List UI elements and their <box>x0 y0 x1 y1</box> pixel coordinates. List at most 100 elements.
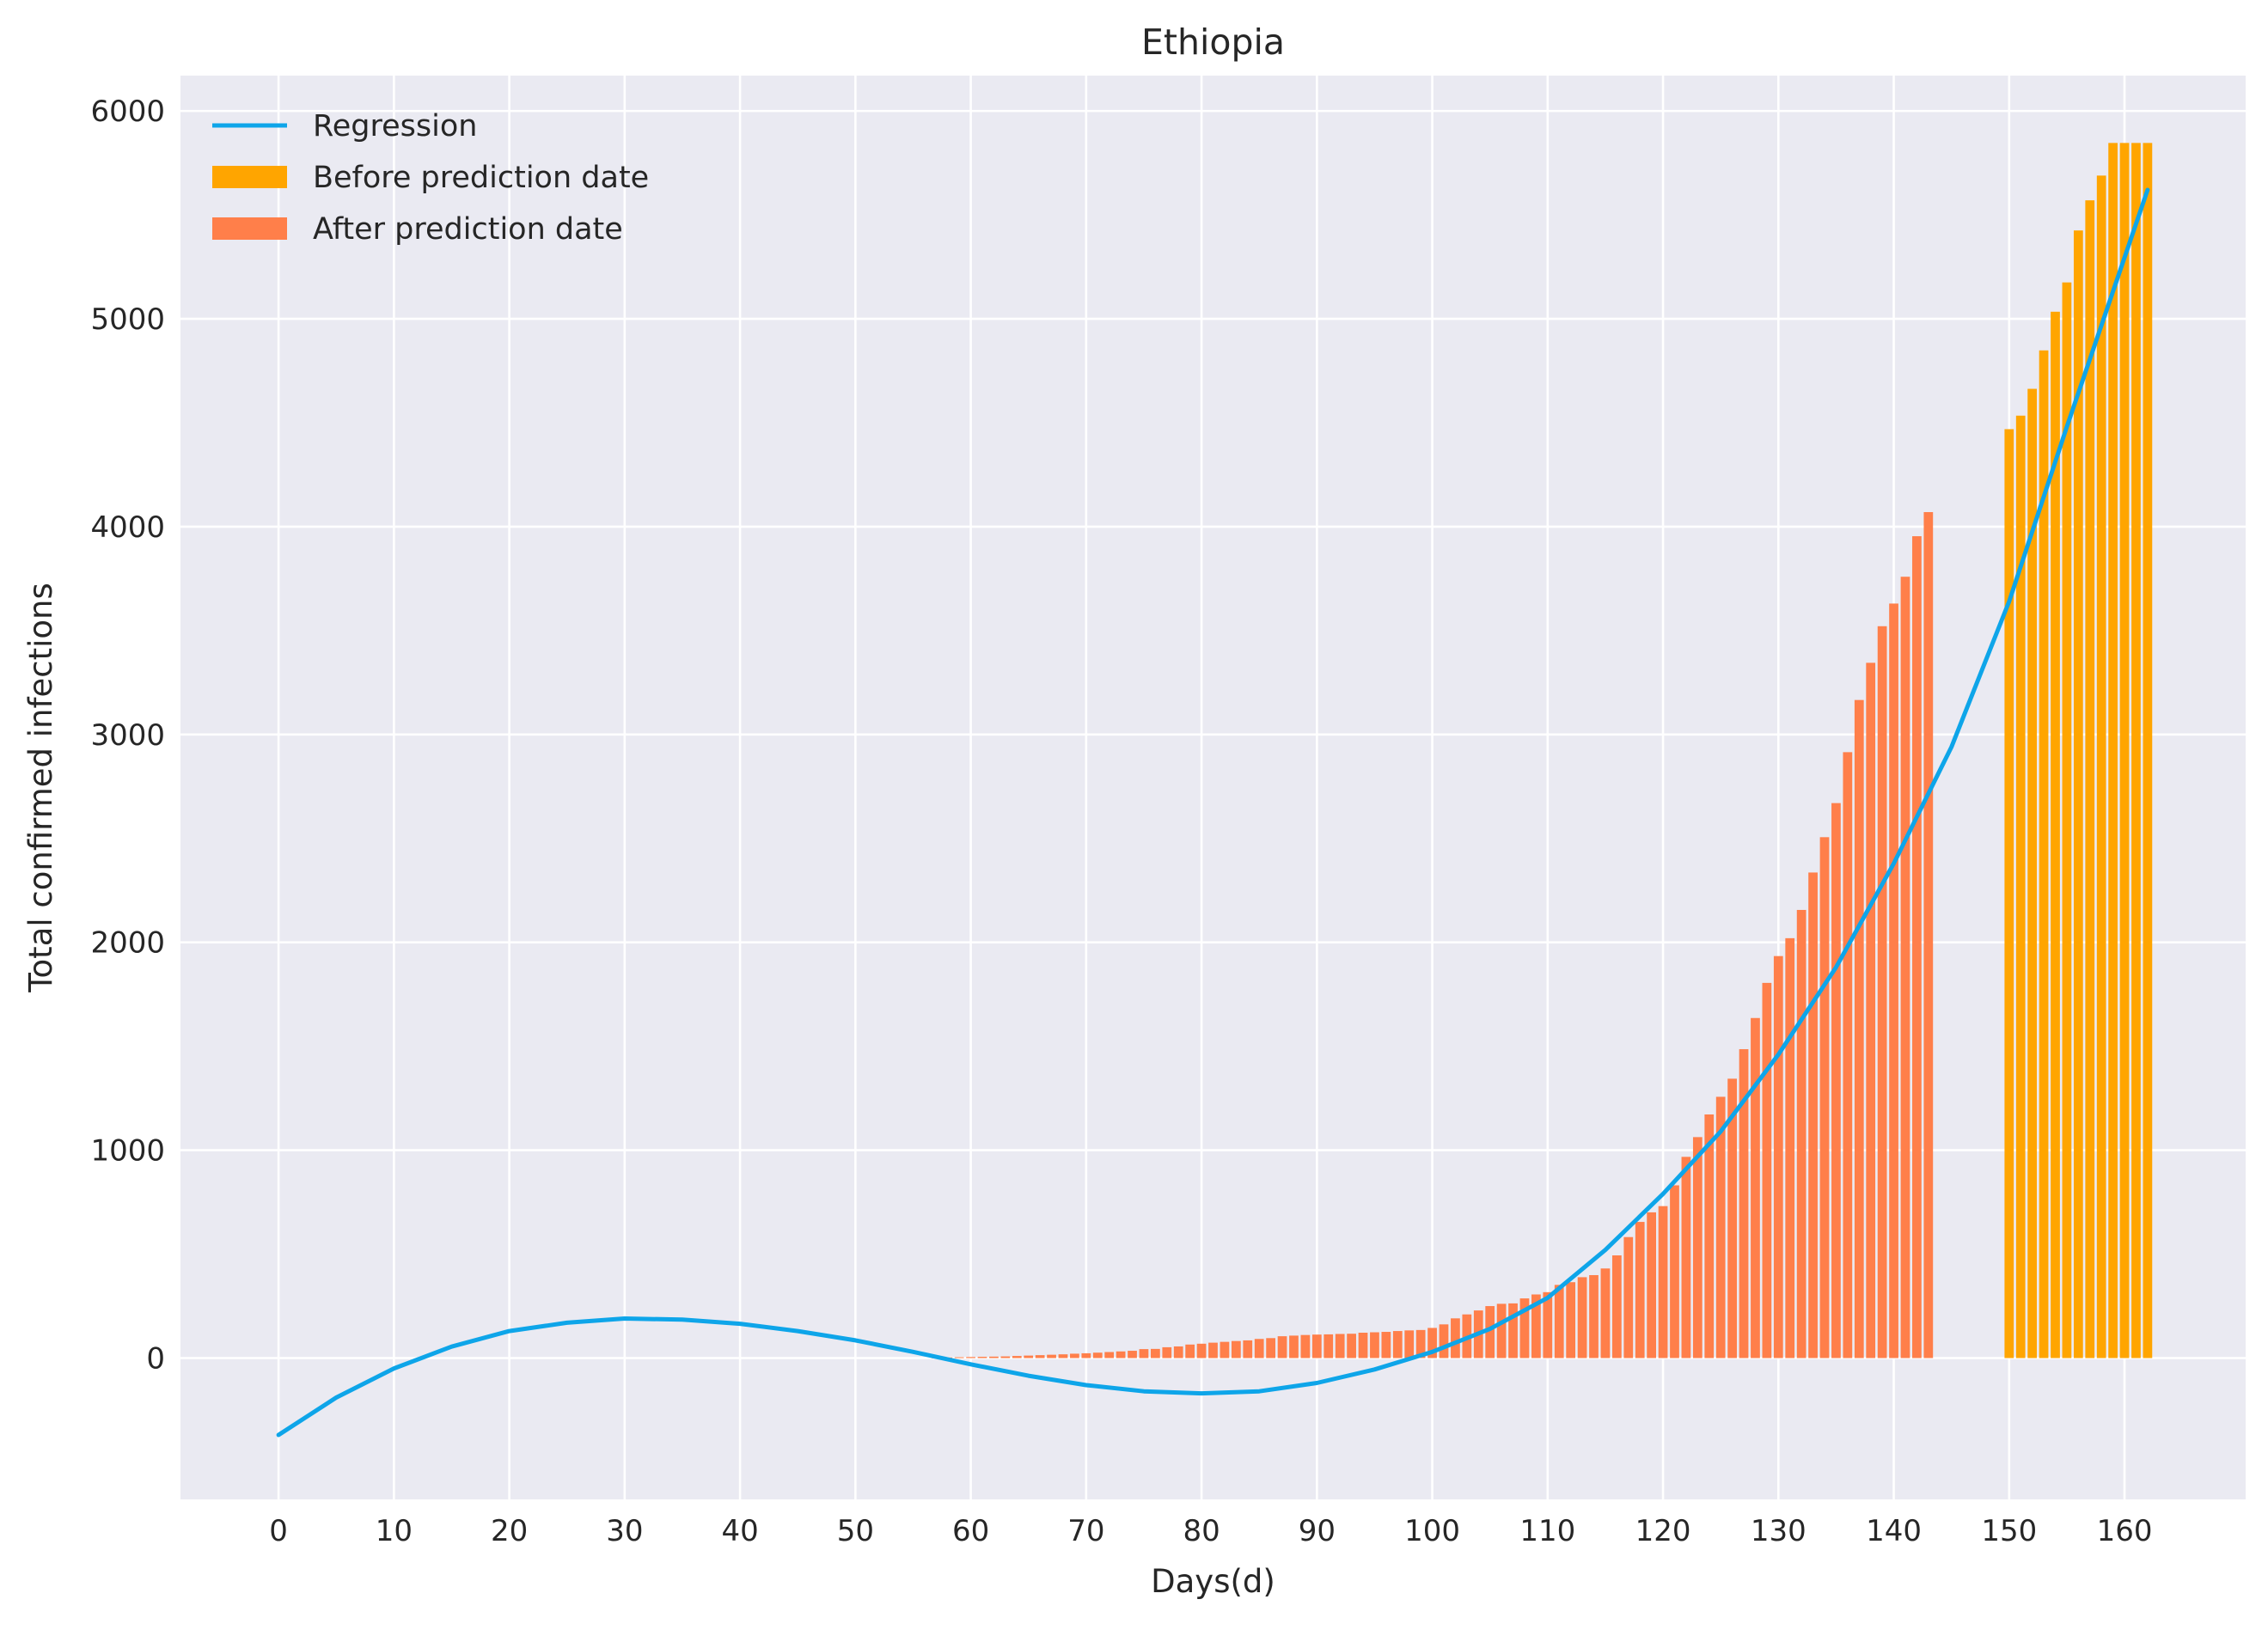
after-prediction-bar <box>1866 662 1876 1358</box>
after-prediction-bar <box>1185 1344 1195 1358</box>
after-prediction-bar <box>1000 1356 1011 1358</box>
x-tick-label: 130 <box>1751 1514 1806 1548</box>
y-tick-labels: 0 1000 2000 3000 4000 5000 6000 <box>90 95 165 1376</box>
x-axis-label: Days(d) <box>1151 1563 1275 1600</box>
after-prediction-bar <box>1819 837 1830 1358</box>
after-prediction-bar <box>1300 1334 1311 1358</box>
after-prediction-bar <box>1266 1338 1275 1358</box>
after-prediction-bar <box>1796 909 1806 1358</box>
after-prediction-bar <box>1785 937 1795 1358</box>
after-prediction-bar <box>1658 1206 1668 1358</box>
after-prediction-bar <box>1311 1334 1322 1358</box>
before-prediction-bar <box>2027 388 2038 1358</box>
after-prediction-bar <box>1347 1334 1356 1358</box>
x-tick-label: 0 <box>269 1514 288 1548</box>
after-prediction-bar <box>1900 577 1910 1358</box>
x-tick-label: 30 <box>606 1514 643 1548</box>
after-prediction-bar <box>1116 1351 1126 1358</box>
after-prediction-bar <box>1681 1157 1691 1358</box>
after-prediction-bar <box>1519 1298 1530 1358</box>
x-tick-label: 50 <box>837 1514 874 1548</box>
after-prediction-bar <box>1012 1356 1022 1358</box>
regression-line <box>276 187 2150 1438</box>
x-tick-label: 90 <box>1299 1514 1336 1548</box>
before-prediction-bar <box>2004 429 2014 1358</box>
after-prediction-bar <box>1439 1324 1449 1358</box>
after-prediction-bar <box>1635 1222 1645 1358</box>
after-prediction-bar <box>1923 511 1934 1358</box>
after-prediction-bar <box>1335 1334 1345 1358</box>
after-prediction-bar <box>977 1357 987 1358</box>
after-prediction-bar <box>1554 1285 1564 1358</box>
x-tick-label: 10 <box>376 1514 413 1548</box>
after-prediction-bar <box>1139 1349 1149 1358</box>
after-prediction-bar <box>1324 1334 1334 1358</box>
after-prediction-bar <box>1404 1330 1415 1358</box>
x-tick-label: 80 <box>1183 1514 1220 1548</box>
y-tick-label: 6000 <box>90 95 165 129</box>
before-prediction-bar <box>2119 143 2130 1358</box>
after-prediction-bar <box>1773 955 1783 1358</box>
y-tick-label: 0 <box>146 1342 165 1377</box>
x-tick-label: 70 <box>1067 1514 1104 1548</box>
y-tick-label: 2000 <box>90 926 165 961</box>
after-prediction-bar <box>1877 626 1887 1358</box>
after-prediction-bar <box>1543 1291 1553 1358</box>
after-prediction-bar <box>1531 1294 1541 1358</box>
after-prediction-bar <box>1843 752 1853 1358</box>
x-tick-label: 140 <box>1866 1514 1922 1548</box>
after-prediction-bar <box>989 1356 999 1358</box>
after-prediction-bar <box>1277 1336 1287 1358</box>
after-prediction-bar <box>1727 1078 1737 1358</box>
after-prediction-bar <box>1854 699 1864 1358</box>
after-prediction-bar <box>1254 1339 1264 1358</box>
x-tick-label: 20 <box>491 1514 528 1548</box>
after-prediction-bar <box>1024 1355 1034 1358</box>
legend-before-swatch <box>212 166 287 188</box>
after-prediction-bar <box>1577 1277 1587 1358</box>
before-prediction-bar <box>2143 143 2153 1358</box>
after-prediction-bars <box>931 511 1934 1358</box>
before-prediction-bar <box>2096 175 2106 1358</box>
after-prediction-bar <box>1589 1274 1599 1358</box>
after-prediction-bar <box>1289 1335 1299 1358</box>
x-tick-label: 100 <box>1404 1514 1460 1548</box>
after-prediction-bar <box>1485 1306 1495 1358</box>
after-prediction-bar <box>1162 1346 1172 1358</box>
after-prediction-bar <box>1243 1340 1253 1358</box>
after-prediction-bar <box>1739 1049 1749 1358</box>
after-prediction-bar <box>1647 1212 1657 1358</box>
after-prediction-bar <box>1808 872 1818 1358</box>
y-tick-label: 3000 <box>90 718 165 753</box>
after-prediction-bar <box>1092 1352 1103 1358</box>
after-prediction-bar <box>1692 1137 1703 1358</box>
y-tick-label: 5000 <box>90 302 165 337</box>
legend-after-swatch <box>212 217 287 240</box>
y-axis-label: Total confirmed infections <box>22 583 59 993</box>
after-prediction-bar <box>1392 1331 1403 1358</box>
after-prediction-bar <box>1104 1352 1115 1358</box>
after-prediction-bar <box>1912 536 1922 1358</box>
legend-regression-label: Regression <box>313 109 477 143</box>
x-tick-label: 40 <box>721 1514 758 1548</box>
y-tick-label: 1000 <box>90 1134 165 1169</box>
after-prediction-bar <box>1035 1355 1045 1358</box>
after-prediction-bar <box>1081 1352 1091 1358</box>
after-prediction-bar <box>1751 1017 1760 1358</box>
y-tick-label: 4000 <box>90 510 165 545</box>
after-prediction-bar <box>1566 1282 1576 1358</box>
after-prediction-bar <box>1715 1096 1726 1358</box>
after-prediction-bar <box>1058 1354 1068 1358</box>
legend-before-label: Before prediction date <box>313 161 649 195</box>
after-prediction-bar <box>1128 1351 1137 1358</box>
x-tick-label: 110 <box>1519 1514 1575 1548</box>
x-tick-label: 120 <box>1635 1514 1691 1548</box>
before-prediction-bar <box>2062 282 2072 1358</box>
before-prediction-bar <box>2108 143 2118 1358</box>
after-prediction-bar <box>1047 1354 1056 1358</box>
x-tick-label: 150 <box>1981 1514 2037 1548</box>
after-prediction-bar <box>1831 803 1841 1358</box>
after-prediction-bar <box>1496 1303 1507 1358</box>
before-prediction-bar <box>2015 415 2026 1358</box>
